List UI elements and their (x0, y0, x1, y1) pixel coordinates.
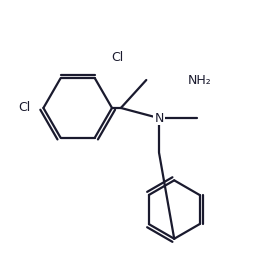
Text: N: N (154, 112, 164, 125)
Text: Cl: Cl (111, 51, 123, 64)
Text: Cl: Cl (18, 101, 30, 115)
Text: NH₂: NH₂ (188, 73, 212, 87)
